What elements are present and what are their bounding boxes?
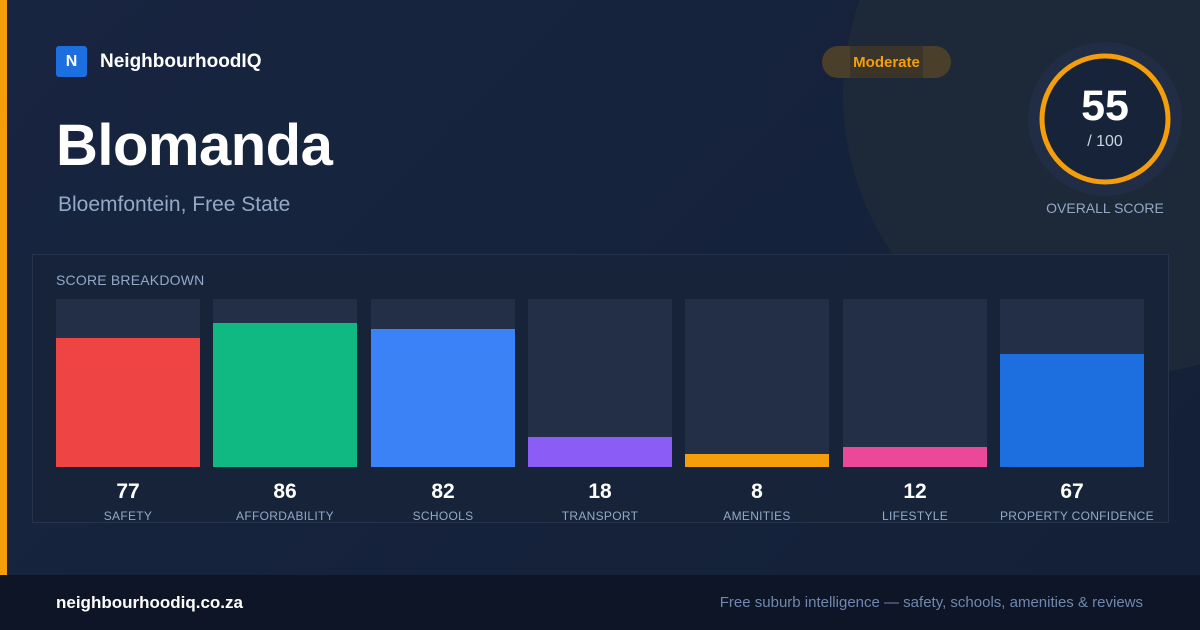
- bar-category-label: PROPERTY CONFIDENCE: [1000, 509, 1154, 523]
- score-bar-affordability: 86 AFFORDABILITY: [213, 299, 357, 523]
- bar-track: [1000, 299, 1144, 467]
- accent-stripe: [0, 0, 7, 575]
- bar-category-label: AMENITIES: [723, 509, 791, 523]
- bar-fill: [371, 329, 515, 467]
- footer: neighbourhoodiq.co.za Free suburb intell…: [0, 575, 1200, 630]
- footer-tagline: Free suburb intelligence — safety, schoo…: [719, 594, 1143, 611]
- bar-score-value: 67: [1060, 480, 1084, 503]
- bar-category-label: SAFETY: [103, 509, 153, 523]
- bar-fill: [1000, 354, 1144, 467]
- brand-name: NeighbourhoodIQ: [100, 50, 262, 72]
- rating-badge-label: Moderate: [853, 53, 920, 71]
- bar-track: [685, 299, 829, 467]
- bar-fill: [213, 322, 357, 467]
- badge-cap-left: [822, 46, 850, 78]
- bar-score-value: 86: [273, 480, 297, 503]
- bar-fill: [56, 337, 200, 467]
- bar-fill: [528, 436, 672, 467]
- score-bar-safety: 77 SAFETY: [56, 299, 200, 523]
- logo-icon: N: [56, 46, 87, 77]
- bar-track: [56, 299, 200, 467]
- bar-score-value: 12: [903, 480, 927, 503]
- bar-score-value: 8: [751, 480, 763, 503]
- bar-track: [843, 299, 987, 467]
- overall-score-max: / 100: [1087, 133, 1123, 150]
- footer-domain-link[interactable]: neighbourhoodiq.co.za: [56, 593, 243, 612]
- suburb-title: Blomanda: [56, 113, 333, 178]
- bar-category-label: LIFESTYLE: [881, 509, 949, 523]
- bar-fill: [843, 446, 987, 467]
- bar-score-value: 77: [116, 480, 140, 503]
- score-bar-lifestyle: 12 LIFESTYLE: [843, 299, 987, 523]
- rating-badge: Moderate: [822, 46, 951, 78]
- bar-track: [371, 299, 515, 467]
- bar-fill: [685, 453, 829, 467]
- bar-track: [213, 299, 357, 467]
- bar-category-label: SCHOOLS: [412, 509, 474, 523]
- bar-score-value: 18: [588, 480, 612, 503]
- overall-score-ring: 55 / 100: [1028, 42, 1182, 196]
- score-ring-graphic: [1028, 42, 1182, 196]
- bar-category-label: TRANSPORT: [561, 509, 639, 523]
- suburb-location: Bloemfontein, Free State: [58, 193, 291, 216]
- score-breakdown-panel: SCORE BREAKDOWN 77 SAFETY 86 AFFORDABILITY 8…: [32, 254, 1169, 523]
- overall-score-caption: OVERALL SCORE: [1046, 200, 1164, 216]
- brand-header[interactable]: N NeighbourhoodIQ: [56, 46, 261, 77]
- score-bar-property-confidence: 67 PROPERTY CONFIDENCE: [1000, 299, 1154, 523]
- score-bar-amenities: 8 AMENITIES: [685, 299, 829, 523]
- score-bar-transport: 18 TRANSPORT: [528, 299, 672, 523]
- score-ring-inner: [1042, 56, 1168, 182]
- badge-cap-right: [923, 46, 951, 78]
- bar-score-value: 82: [431, 480, 455, 503]
- score-ring-arc: [1039, 53, 1171, 185]
- overall-score-value: 55: [1081, 82, 1129, 130]
- bar-category-label: AFFORDABILITY: [236, 509, 334, 523]
- score-bar-schools: 82 SCHOOLS: [371, 299, 515, 523]
- bar-track: [528, 299, 672, 467]
- score-breakdown-title: SCORE BREAKDOWN: [56, 272, 205, 288]
